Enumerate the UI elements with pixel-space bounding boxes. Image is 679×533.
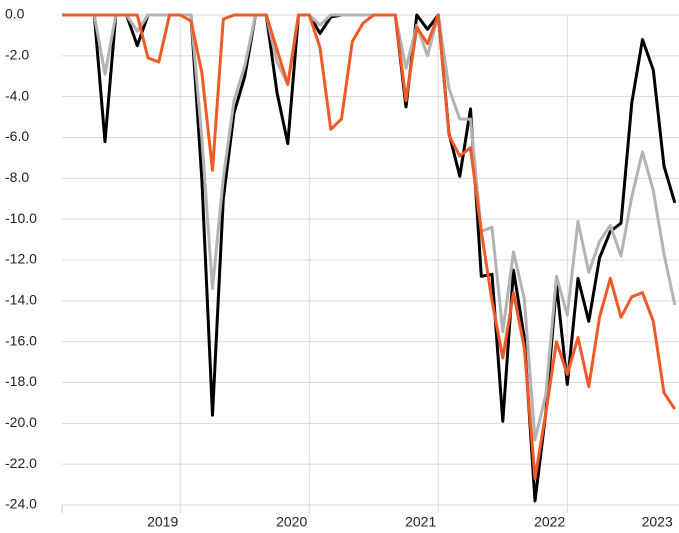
x-tick-label: 2021 xyxy=(405,514,436,530)
x-tick-label: 2020 xyxy=(276,514,307,530)
y-tick-label: -4.0 xyxy=(5,87,29,103)
y-tick-label: -18.0 xyxy=(5,373,37,389)
y-tick-label: -16.0 xyxy=(5,332,37,348)
line xyxy=(62,13,677,480)
y-tick-label: -20.0 xyxy=(5,414,37,430)
y-tick-label: -8.0 xyxy=(5,169,29,185)
x-tick-label: 2019 xyxy=(147,514,178,530)
y-tick-label: -24.0 xyxy=(5,496,37,512)
y-tick-label: -2.0 xyxy=(5,47,29,63)
y-tick-label: 0.0 xyxy=(5,6,25,22)
y-tick-label: -6.0 xyxy=(5,128,29,144)
x-tick-label: 2022 xyxy=(534,514,565,530)
y-tick-label: -22.0 xyxy=(5,455,37,471)
y-tick-label: -12.0 xyxy=(5,251,37,267)
x-tick-label: 2023 xyxy=(642,514,673,530)
y-tick-label: -14.0 xyxy=(5,292,37,308)
y-tick-label: -10.0 xyxy=(5,210,37,226)
line xyxy=(62,13,677,442)
line xyxy=(62,13,677,503)
